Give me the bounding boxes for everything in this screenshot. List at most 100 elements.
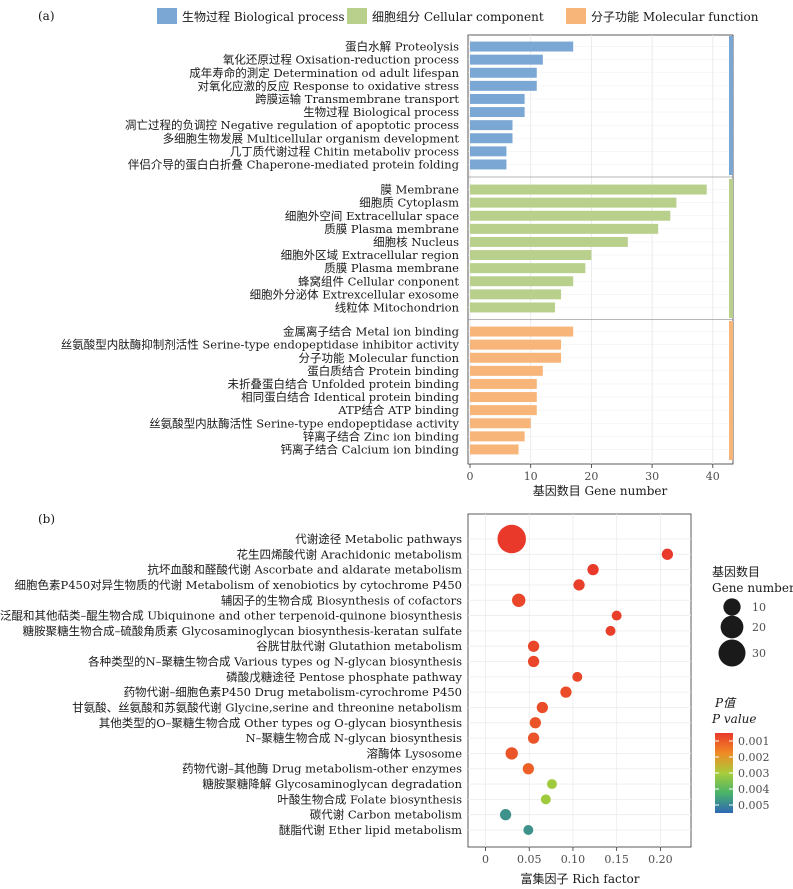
p-value-legend: P值 P value 0.001 0.002 0.003 0.004 0.005	[711, 696, 770, 813]
bar	[470, 250, 592, 261]
pathway-label: 糖胺聚糖生物合成–硫酸角质素 Glycosaminoglycan biosynt…	[23, 624, 463, 638]
bar	[470, 352, 562, 363]
pathway-point	[523, 825, 534, 835]
bar	[470, 431, 525, 442]
x-tick-label: 0	[467, 470, 474, 483]
category-label: 蜂窝组件 Cellular conponent	[298, 274, 459, 288]
category-label: 细胞质 Cytoplasm	[359, 196, 459, 210]
category-label: 金属离子结合 Metal ion binding	[283, 325, 460, 339]
colorbar-label: 0.005	[738, 799, 770, 812]
x-tick-label: 0.20	[648, 853, 673, 866]
category-label: 细胞外分泌体 Extrexcellular exosome	[250, 287, 460, 301]
category-label: 质膜 Plasma membrane	[324, 261, 459, 275]
legend-label-2: 细胞组分 Cellular component	[372, 10, 544, 24]
bar	[470, 378, 537, 389]
pathway-label: 碳代谢 Carbon metabolism	[310, 808, 462, 822]
pathway-label: 花生四烯酸代谢 Arachidonic metabolism	[237, 547, 463, 561]
panel-a-x-axis-title: 基因数目 Gene number	[533, 483, 668, 498]
bar	[470, 41, 574, 52]
bar	[470, 405, 537, 416]
x-tick-label: 20	[584, 470, 598, 483]
bar	[470, 263, 586, 274]
category-label: 分子功能 Molecular function	[298, 351, 459, 365]
pathway-point	[540, 794, 551, 805]
size-legend-label: 30	[752, 647, 766, 660]
size-legend-circle	[723, 598, 741, 616]
x-tick-label: 30	[645, 470, 659, 483]
bar	[470, 236, 628, 247]
pathway-label: 各种类型的N–聚糖生物合成 Various types og N-glycan …	[88, 655, 462, 669]
bar	[470, 444, 519, 455]
category-label: 质膜 Plasma membrane	[324, 222, 459, 236]
p-value-legend-title-en: P value	[711, 712, 757, 726]
pathway-point	[497, 524, 526, 554]
pathway-label: 溶酶体 Lysosome	[367, 746, 463, 760]
panel-a-x-ticks: 0 10 20 30 40	[467, 464, 720, 483]
pathway-label: 泛醌和其他萜类–醌生物合成 Ubiquinone and other terpe…	[0, 609, 462, 623]
pathway-point	[527, 655, 540, 668]
pathway-point	[527, 732, 540, 744]
pathway-label: 糖胺聚糖降解 Glycosaminoglycan degradation	[202, 777, 462, 791]
pathway-point	[522, 763, 534, 775]
category-label: 伴侣介导的蛋白白折叠 Chaperone-mediated protein fo…	[128, 157, 460, 171]
bar	[470, 339, 562, 350]
category-label: 丝氨酸型内肽酶活性 Serine-type endopeptidase acti…	[149, 416, 459, 430]
pathway-point	[529, 717, 541, 729]
category-label: 相同蛋白结合 Identical protein binding	[241, 390, 460, 404]
x-tick-label: 10	[524, 470, 538, 483]
category-label: 对氧化应激的反应 Response to oxidative stress	[198, 79, 460, 93]
legend-swatch-2	[347, 8, 367, 24]
bar	[470, 93, 525, 104]
legend-swatch-3	[566, 8, 586, 24]
pathway-label: 磷酸戊糖途径 Pentose phosphate pathway	[226, 670, 462, 684]
pathway-point	[611, 610, 622, 621]
bar	[470, 54, 543, 65]
size-legend-label: 10	[752, 601, 766, 614]
x-tick-label: 0	[482, 853, 489, 866]
colorbar-label: 0.004	[738, 783, 770, 796]
size-legend-label: 20	[752, 621, 766, 634]
legend-swatch-1	[157, 8, 177, 24]
bar	[470, 392, 537, 403]
category-label: 蛋白质结合 Protein binding	[307, 364, 459, 378]
x-tick-label: 0.10	[561, 853, 586, 866]
pathway-label: 代谢途径 Metabolic pathways	[295, 532, 462, 546]
legend-label-3: 分子功能 Molecular function	[591, 10, 759, 24]
pathway-label: 甘氨酸、丝氨酸和苏氨酸代谢 Glycine,serine and threoni…	[72, 700, 462, 714]
category-label: 丝氨酸型内肽酶抑制剂活性 Serine-type endopeptidase i…	[61, 338, 460, 352]
panel-b-label: (b)	[38, 512, 55, 526]
colorbar-label: 0.003	[738, 767, 770, 780]
panel-a-legend: 生物过程 Biological process 细胞组分 Cellular com…	[157, 8, 759, 24]
category-label: 生物过程 Biological process	[303, 105, 459, 119]
pathway-label: 叶酸生物合成 Folate biosynthesis	[277, 792, 462, 806]
bar	[470, 302, 555, 313]
gene-number-legend: 基因数目 Gene number 10 20 30	[712, 564, 793, 667]
bar	[470, 210, 671, 221]
x-tick-label: 0.15	[604, 853, 629, 866]
pathway-point	[527, 640, 540, 652]
pathway-point	[587, 563, 599, 576]
p-value-colorbar	[715, 733, 733, 813]
bar	[470, 276, 574, 287]
category-label: 几丁质代谢过程 Chitin metaboliv process	[230, 144, 459, 158]
category-label: 锌离子结合 Zinc ion binding	[303, 429, 460, 443]
group-strip-1	[729, 36, 733, 175]
x-tick-label: 40	[706, 470, 720, 483]
pathway-point	[546, 779, 557, 790]
group-strip-3	[729, 321, 733, 460]
pathway-point	[573, 579, 585, 591]
x-tick-label: 0.05	[517, 853, 542, 866]
pathway-label: 药物代谢–细胞色素P450 Drug metabolism-cyrochrome…	[124, 685, 462, 699]
category-label: 蛋白水解 Proteolysis	[345, 40, 459, 54]
pathway-point	[512, 593, 526, 607]
category-label: 氧化还原过程 Oxisation-reduction process	[223, 53, 459, 67]
panel-a-label: (a)	[38, 9, 55, 23]
gene-number-legend-title-en: Gene number	[712, 581, 793, 595]
bar	[470, 133, 513, 144]
category-label: 钙离子结合 Calcium ion binding	[281, 442, 460, 456]
bar	[470, 146, 507, 157]
panel-a-bars	[468, 36, 733, 460]
